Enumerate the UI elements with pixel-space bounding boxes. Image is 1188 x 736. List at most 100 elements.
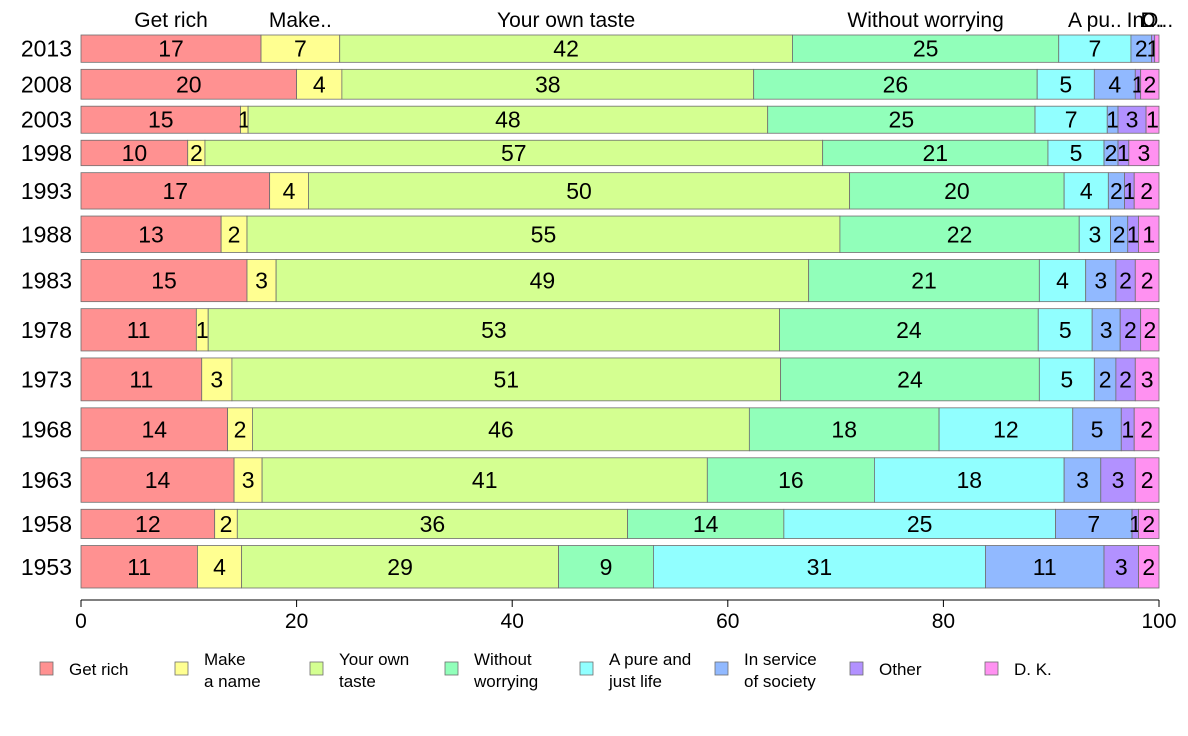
bar-row-2003: 15 1 48 25 7 1 3 1 [80,105,1160,134]
bar-segment [1036,68,1095,100]
data-label: 1 [196,317,209,343]
data-label: 24 [897,366,923,392]
bar-segment [985,545,1105,589]
bar-segment [339,34,793,63]
bar-segment [204,139,824,167]
bar-segment [1085,259,1117,303]
legend-item: A pure and just life [579,650,691,691]
bar-segment [1134,357,1160,402]
top-label: A pu.. [1068,9,1122,32]
data-label: 1 [1146,107,1159,133]
top-label: Make.. [269,9,332,32]
bar-segment [201,357,233,402]
data-label: 2 [1124,317,1137,343]
data-label: 2 [1110,178,1123,204]
bar-segment [874,457,1065,503]
data-label: 2 [1142,554,1155,580]
data-label: 11 [127,317,151,343]
year-label-1983: 1983 [21,268,72,294]
legend-swatch [714,661,729,676]
data-label: 21 [911,268,937,294]
bar-segment [252,407,750,452]
data-label: 20 [176,71,202,97]
data-label: 2 [1113,221,1126,247]
bar-row-1978: 11 1 53 24 5 3 2 2 [80,308,1160,352]
top-category-labels: Get rich Make.. Your own taste Without worr… [134,9,1173,32]
legend: Get rich Make a name Your own taste Without wo… [39,650,1052,691]
data-label: 42 [553,36,579,62]
data-label: 17 [158,36,184,62]
data-label: 4 [1056,268,1069,294]
data-label: 2 [234,416,247,442]
data-label: 4 [313,71,326,97]
bar-segment [341,68,755,100]
bar-segment [308,172,851,210]
legend-swatch [174,661,189,676]
data-label: 9 [600,554,613,580]
data-label: 18 [831,416,857,442]
bar-segment [706,457,875,503]
legend-label: D. K. [1014,660,1052,679]
data-label: 2 [1143,317,1156,343]
data-label: 51 [493,366,519,392]
data-label: 2 [190,140,203,166]
bar-segment [1138,508,1160,539]
legend-label: A pure and [609,650,691,669]
data-label: 55 [531,221,557,247]
data-label: 2 [228,221,241,247]
data-label: 36 [420,511,446,537]
legend-label: of society [744,672,816,691]
bar-segment [80,259,248,303]
legend-swatch [309,661,324,676]
legend-label: Your own [339,650,409,669]
bar-segment [246,259,277,303]
data-label: 1 [238,107,251,133]
year-label-1953: 1953 [21,554,72,580]
data-label: 3 [1100,317,1113,343]
year-label-1998: 1998 [21,140,72,166]
data-label: 48 [495,107,521,133]
data-label: 2 [1119,268,1132,294]
bar-row-1953: 11 4 29 9 31 11 3 2 [80,545,1160,589]
bar-segment [1091,308,1121,352]
bar-segment [653,545,986,589]
data-label: 11 [127,554,151,580]
x-tick-label: 100 [1141,610,1176,633]
bar-segment [792,34,1060,63]
top-label: Without worrying [847,9,1003,32]
data-label: 1 [1117,140,1130,166]
bar-segment [1138,545,1160,589]
bar-segment [1154,34,1160,63]
legend-item: Other [849,660,922,679]
bar-segment [938,407,1074,452]
legend-label: Other [879,660,922,679]
data-label: 15 [148,107,174,133]
bar-segment [227,407,253,452]
year-label-1973: 1973 [21,366,72,392]
legend-label: just life [608,672,662,691]
data-label: 3 [210,366,223,392]
x-tick-label: 60 [716,610,739,633]
data-label: 14 [145,467,171,493]
data-label: 3 [1088,221,1101,247]
legend-swatch [444,661,459,676]
data-label: 25 [907,511,933,537]
bar-segment [1055,508,1133,539]
bar-segment [1058,34,1132,63]
data-label: 29 [387,554,413,580]
data-label: 1 [1123,178,1136,204]
top-label: Get rich [134,9,208,32]
data-label: 3 [1138,140,1151,166]
bar-segment [275,259,810,303]
data-label: 2 [1142,511,1155,537]
bar-segment [80,545,198,589]
year-label-1968: 1968 [21,416,72,442]
year-labels: 2013 2008 2003 1998 1993 1988 1983 1978 1973 1968… [21,36,72,580]
data-label: 3 [1126,107,1139,133]
data-label: 2 [1141,268,1154,294]
data-label: 7 [1088,36,1101,62]
legend-item: Without worrying [444,650,538,691]
bar-row-1968: 14 2 46 18 12 5 1 2 [80,407,1160,452]
top-label: O. [1142,9,1164,32]
data-label: 14 [142,416,168,442]
